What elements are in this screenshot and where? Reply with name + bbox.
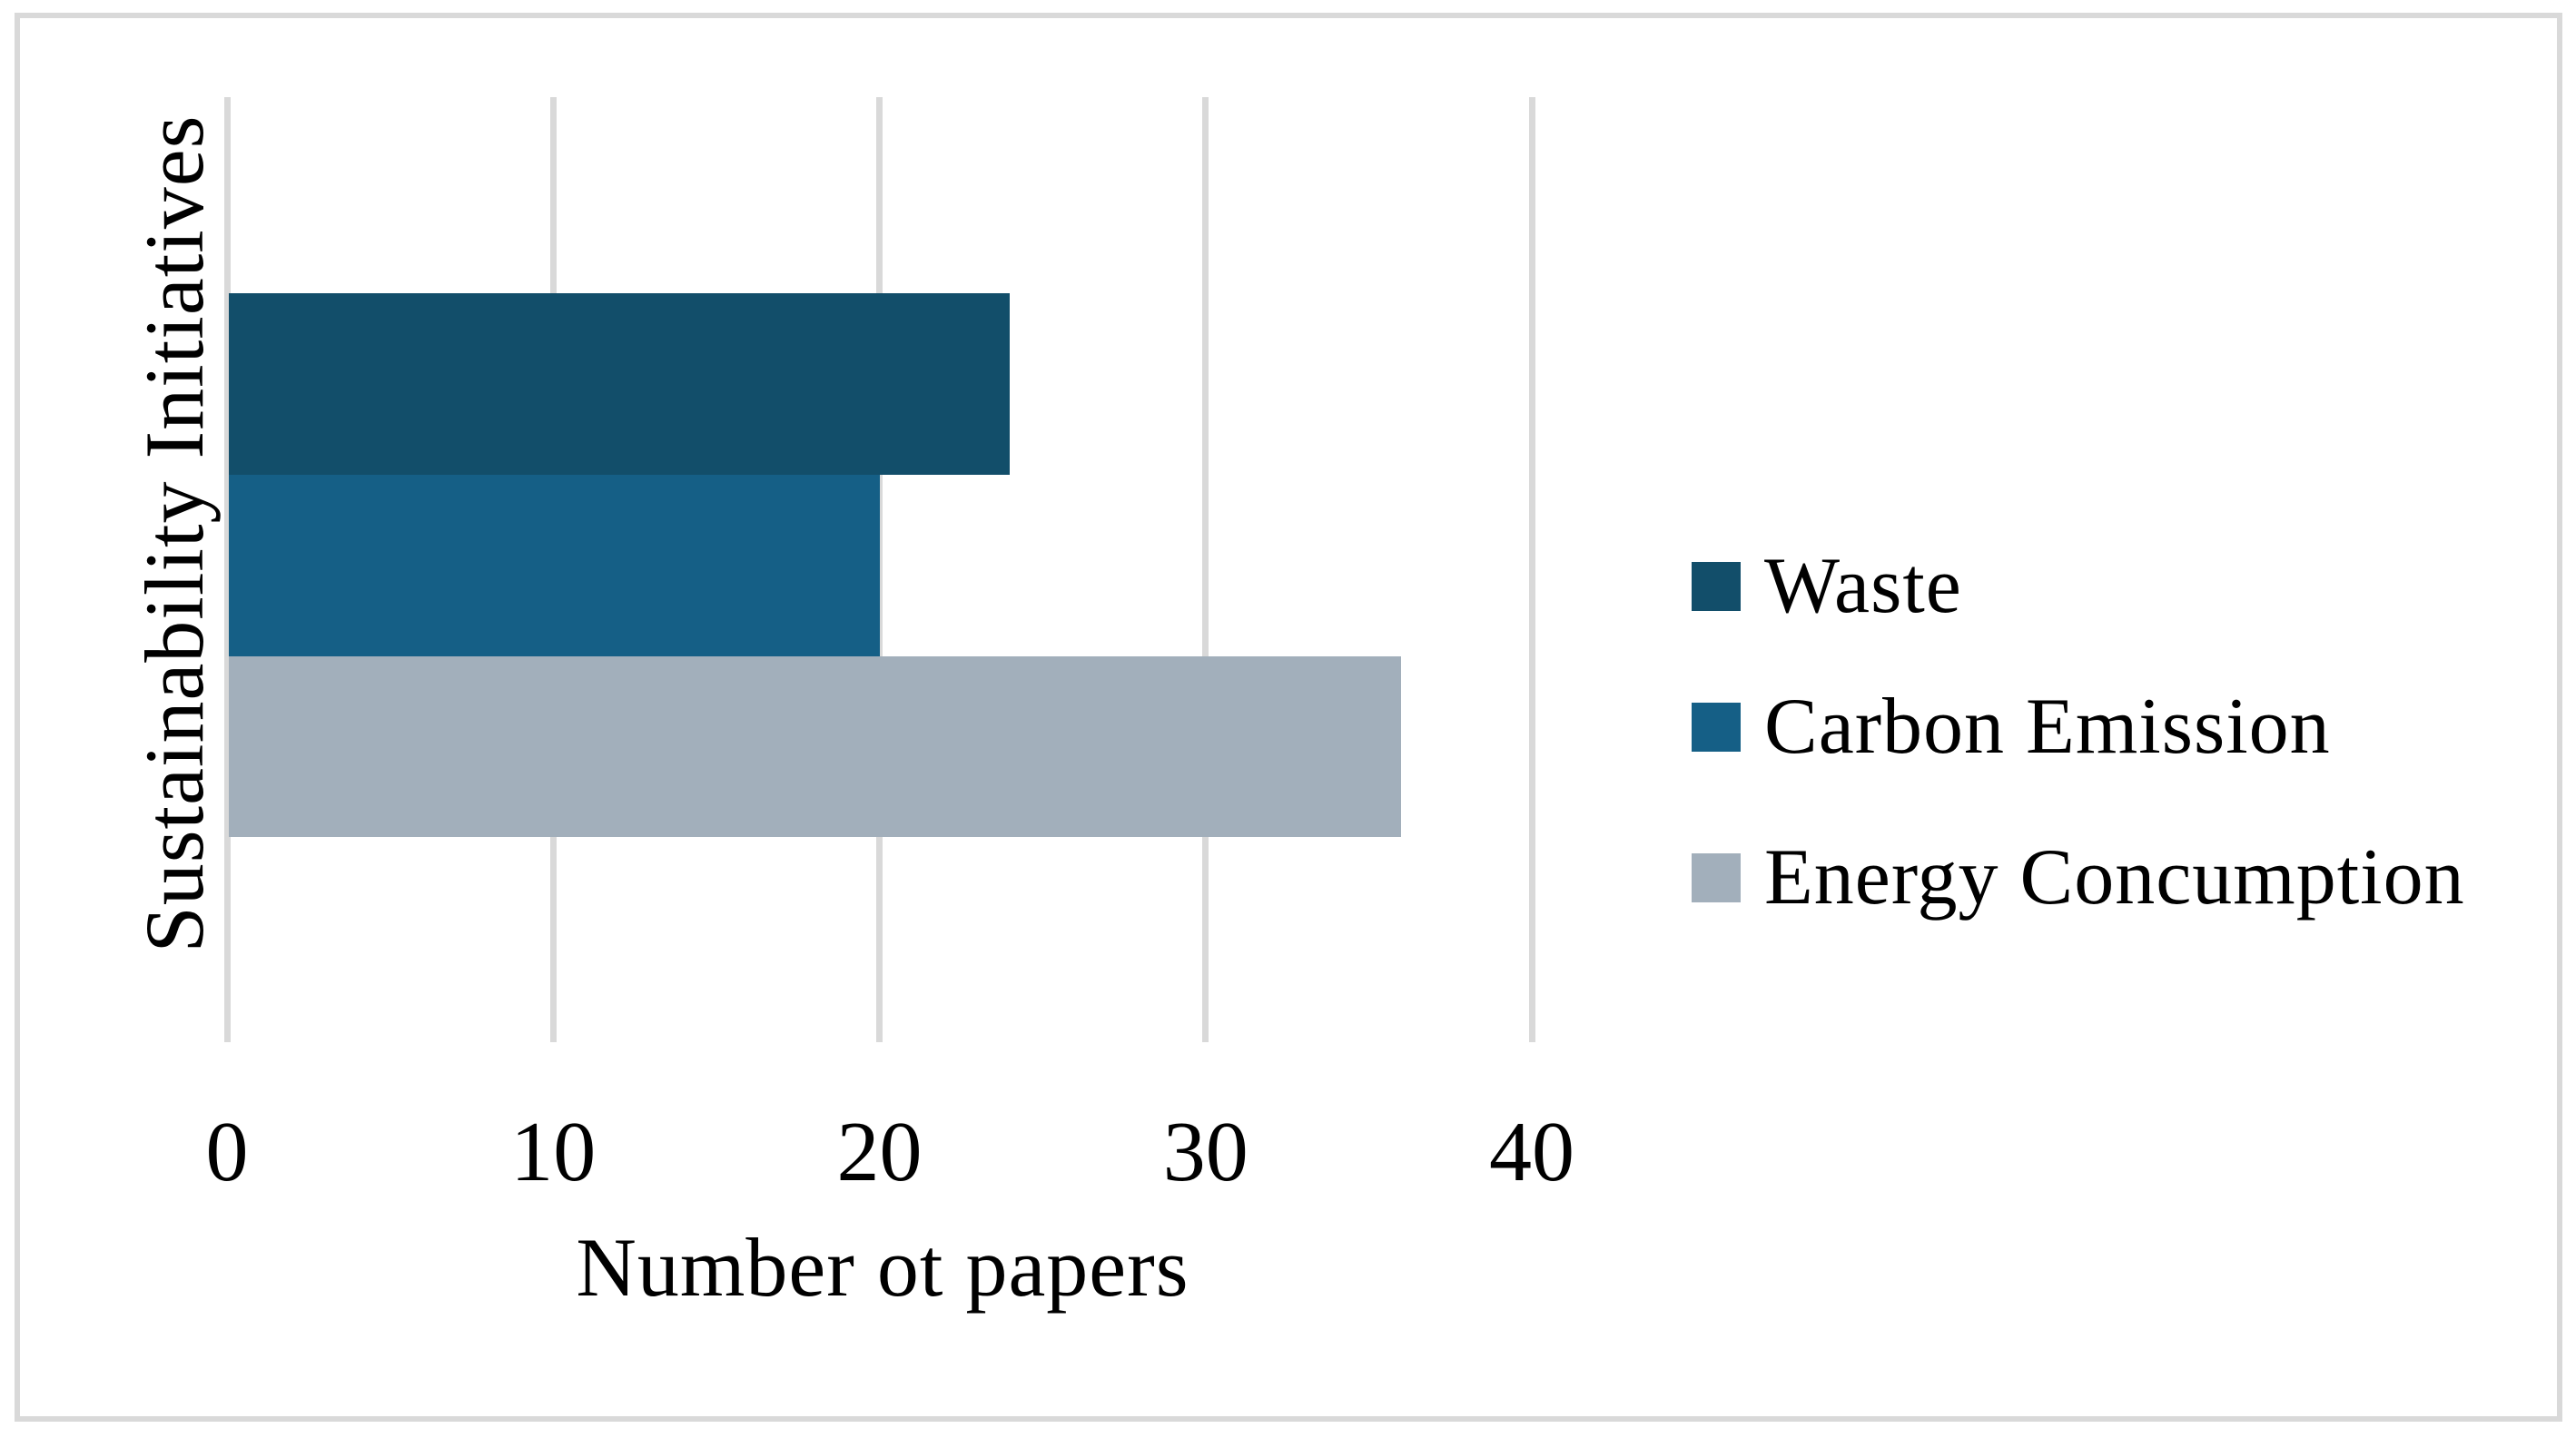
gridline-x-30 — [1202, 97, 1209, 1042]
x-tick-label-20: 20 — [836, 1105, 923, 1199]
legend-item-waste: Waste — [1692, 547, 1962, 626]
y-axis-title: Sustainability Initiatives — [128, 114, 221, 953]
bar-carbon-emission — [229, 475, 880, 656]
legend-item-energy-concumption: Energy Concumption — [1692, 838, 2465, 918]
legend-item-carbon-emission: Carbon Emission — [1692, 687, 2331, 767]
legend-label-waste: Waste — [1764, 542, 1962, 630]
x-axis-title: Number ot papers — [576, 1221, 1189, 1314]
bar-waste — [229, 293, 1011, 475]
x-tick-label-10: 10 — [510, 1105, 597, 1199]
x-tick-label-30: 30 — [1162, 1105, 1249, 1199]
gridline-x-20 — [876, 97, 883, 1042]
legend-swatch-waste — [1692, 562, 1741, 611]
x-tick-label-40: 40 — [1489, 1105, 1574, 1199]
gridline-x-40 — [1528, 97, 1535, 1042]
gridline-x-0 — [223, 97, 231, 1042]
legend-label-carbon-emission: Carbon Emission — [1764, 683, 2331, 771]
bar-energy-concumption — [229, 656, 1402, 837]
legend-swatch-carbon-emission — [1692, 703, 1741, 752]
legend-label-energy-concumption: Energy Concumption — [1764, 833, 2465, 921]
legend-swatch-energy-concumption — [1692, 853, 1741, 902]
x-tick-label-0: 0 — [205, 1105, 249, 1199]
